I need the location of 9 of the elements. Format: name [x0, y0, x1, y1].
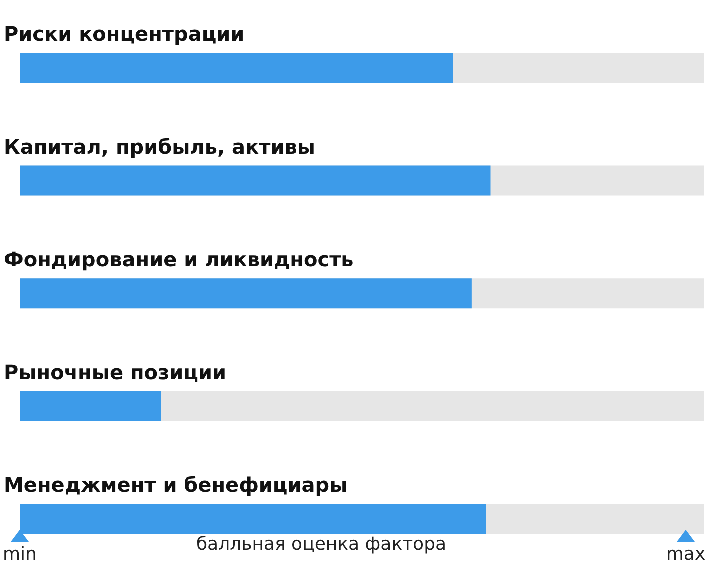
y-tick-label: Менеджмент и бенефициары: [4, 473, 348, 498]
y-tick-label: Фондирование и ликвидность: [4, 248, 354, 272]
text: max: [666, 544, 706, 565]
y-tick-label: Рыночные позиции: [4, 360, 227, 384]
bar: [20, 391, 162, 422]
text: min: [2, 544, 38, 565]
y-tick-label: Капитал, прибыль, активы: [4, 134, 316, 159]
x-axis-title: балльная оценка фактора: [196, 534, 447, 555]
y-tick-label: Риски концентрации: [4, 22, 245, 46]
